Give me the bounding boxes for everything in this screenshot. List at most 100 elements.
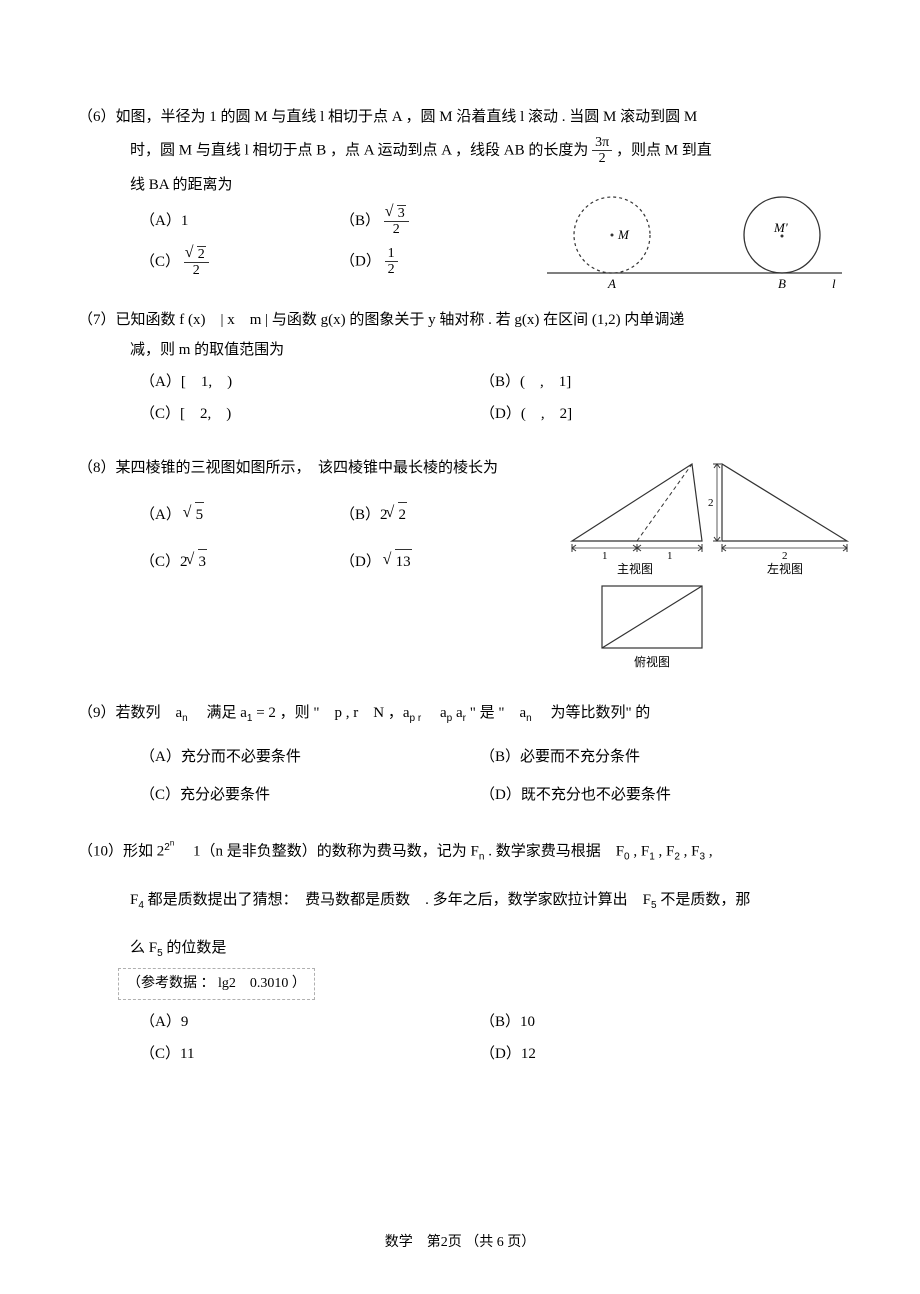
front-label: 主视图	[617, 561, 653, 576]
q10-reference-box: （参考数据 ： lg2 0.3010 ）	[118, 968, 315, 1000]
opt-prefix: （D）	[340, 554, 381, 570]
question-7: （7）已知函数 f (x) | x m | 与函数 g(x) 的图象关于 y 轴…	[78, 308, 842, 426]
rad: 3	[397, 205, 406, 221]
q9-option-C: （C）充分必要条件	[140, 783, 480, 807]
rad: 2	[398, 502, 408, 527]
q8-option-D: （D） 13	[340, 549, 540, 574]
question-9: （9）若数列 an 满足 a1 = 2 ，则 " p , r N ，ap r a…	[78, 701, 842, 807]
frac-den: 2	[384, 222, 409, 237]
q6-fig-M: M	[617, 227, 630, 242]
t: （9）若数列 a	[78, 705, 182, 721]
frac-den: 2	[184, 263, 209, 278]
t: 为等比数列" 的	[535, 705, 650, 721]
q6-frac-3pi-2: 3π 2	[592, 135, 612, 167]
q10-line1: （10）形如 22n 1（n 是非负整数）的数称为费马数，记为 Fn . 数学家…	[78, 837, 842, 865]
t: , F	[684, 844, 700, 860]
question-6: （6）如图，半径为 1 的圆 M 与直线 l 相切于点 A ，圆 M 沿着直线 …	[78, 105, 842, 278]
t: a	[425, 705, 447, 721]
top-label: 俯视图	[634, 654, 670, 669]
t: a	[456, 705, 463, 721]
q6-fig-A: A	[607, 276, 616, 291]
frac-den: 2	[592, 151, 612, 166]
q6-option-D: （D） 1 2	[340, 246, 540, 278]
q8-figure: 1 1 主视图 2 2 左视图 俯视图	[562, 456, 862, 671]
t: 么 F	[130, 940, 157, 956]
opt-prefix: （C）	[140, 253, 180, 269]
q7-option-D: （D）( , 2]	[480, 402, 572, 426]
dim-1b: 1	[667, 550, 673, 562]
q8-option-B: （B）2 2	[340, 502, 540, 527]
dim-1a: 1	[602, 550, 608, 562]
q6-line2-tail: ，则点 M 到直	[616, 142, 712, 158]
q9-options-row1: （A）充分而不必要条件 （B）必要而不充分条件	[78, 745, 842, 769]
q7-options-row1: （A）[ 1, ) （B）( , 1]	[78, 370, 842, 394]
q10-option-A: （A）9	[140, 1010, 480, 1034]
left-label: 左视图	[767, 561, 803, 576]
frac-num: 3π	[592, 135, 612, 151]
opt-prefix: （C）2	[140, 554, 188, 570]
q6-line2-text: 时，圆 M 与直线 l 相切于点 B ，点 A 运动到点 A ，线段 AB 的长…	[130, 142, 588, 158]
t: , F	[659, 844, 675, 860]
q9-option-D: （D）既不充分也不必要条件	[480, 783, 671, 807]
t: 都是质数提出了猜想： 费马数都是质数 . 多年之后，数学家欧拉计算出 F	[148, 892, 651, 908]
rad: 2	[197, 246, 206, 262]
q10-option-B: （B）10	[480, 1010, 535, 1034]
q6-line2: 时，圆 M 与直线 l 相切于点 B ，点 A 运动到点 A ，线段 AB 的长…	[78, 135, 842, 167]
q7-options-row2: （C）[ 2, ) （D）( , 2]	[78, 402, 842, 426]
t: 的位数是	[166, 940, 226, 956]
page-footer: 数学 第2页 （共 6 页）	[0, 1232, 920, 1254]
opt-prefix: （D）	[340, 253, 381, 269]
q8-option-C: （C）2 3	[140, 549, 340, 574]
q10-options-row1: （A）9 （B）10	[78, 1010, 842, 1034]
q6-option-C: （C） 2 2	[140, 246, 340, 279]
rad: 3	[198, 549, 208, 574]
q9-option-B: （B）必要而不充分条件	[480, 745, 640, 769]
q6-line1: （6）如图，半径为 1 的圆 M 与直线 l 相切于点 A ，圆 M 沿着直线 …	[78, 105, 842, 129]
q10-option-C: （C）11	[140, 1042, 480, 1066]
t: " 是 " a	[470, 705, 526, 721]
q6-fig-B: B	[778, 276, 786, 291]
frac: 1 2	[385, 246, 398, 278]
rad: 5	[195, 502, 205, 527]
t: 1（n 是非负整数）的数称为费马数，记为 F	[178, 844, 479, 860]
frac: 3 2	[384, 205, 409, 238]
q10-line3: 么 F5 的位数是	[78, 936, 842, 962]
q9-option-A: （A）充分而不必要条件	[140, 745, 480, 769]
q6-option-B: （B） 3 2	[340, 205, 540, 238]
q6-option-A: （A）1	[140, 209, 340, 233]
frac: 2 2	[184, 246, 209, 279]
q10-line2: F4 都是质数提出了猜想： 费马数都是质数 . 多年之后，数学家欧拉计算出 F5…	[78, 888, 842, 914]
frac-den: 2	[385, 262, 398, 277]
t: 满足 a	[191, 705, 246, 721]
frac-num: 2	[184, 246, 209, 263]
frac-num: 3	[384, 205, 409, 222]
q6-fig-Mp: M'	[773, 220, 788, 235]
q6-figure: M M' A B l	[542, 190, 852, 300]
q9-options-row2: （C）充分必要条件 （D）既不充分也不必要条件	[78, 783, 842, 807]
q9-line1: （9）若数列 an 满足 a1 = 2 ，则 " p , r N ，ap r a…	[78, 701, 842, 727]
t: = 2 ，则 " p , r N ，a	[256, 705, 409, 721]
q7-option-B: （B）( , 1]	[480, 370, 571, 394]
question-10: （10）形如 22n 1（n 是非负整数）的数称为费马数，记为 Fn . 数学家…	[78, 837, 842, 1066]
q10-option-D: （D）12	[480, 1042, 536, 1066]
t: . 数学家费马根据 F	[488, 844, 624, 860]
opt-prefix: （A）	[140, 507, 181, 523]
q7-option-C: （C）[ 2, )	[140, 402, 480, 426]
opt-prefix: （B）2	[340, 507, 388, 523]
dim-2h: 2	[782, 550, 788, 562]
t: ,	[709, 844, 713, 860]
opt-prefix: （B）	[340, 213, 380, 229]
frac-num: 1	[385, 246, 398, 262]
q7-line1: （7）已知函数 f (x) | x m | 与函数 g(x) 的图象关于 y 轴…	[78, 308, 842, 332]
q6-fig-l: l	[832, 276, 836, 291]
q10-options-row2: （C）11 （D）12	[78, 1042, 842, 1066]
rad: 13	[395, 549, 412, 574]
t: , F	[633, 844, 649, 860]
dim-2v: 2	[708, 497, 714, 509]
q8-option-A: （A） 5	[140, 502, 340, 527]
t: 不是质数，那	[660, 892, 750, 908]
question-8: （8）某四棱锥的三视图如图所示， 该四棱锥中最长棱的棱长为 （A） 5 （B）2…	[78, 456, 842, 671]
q7-line2: 减，则 m 的取值范围为	[78, 338, 842, 362]
q7-option-A: （A）[ 1, )	[140, 370, 480, 394]
t: （10）形如 2	[78, 844, 164, 860]
